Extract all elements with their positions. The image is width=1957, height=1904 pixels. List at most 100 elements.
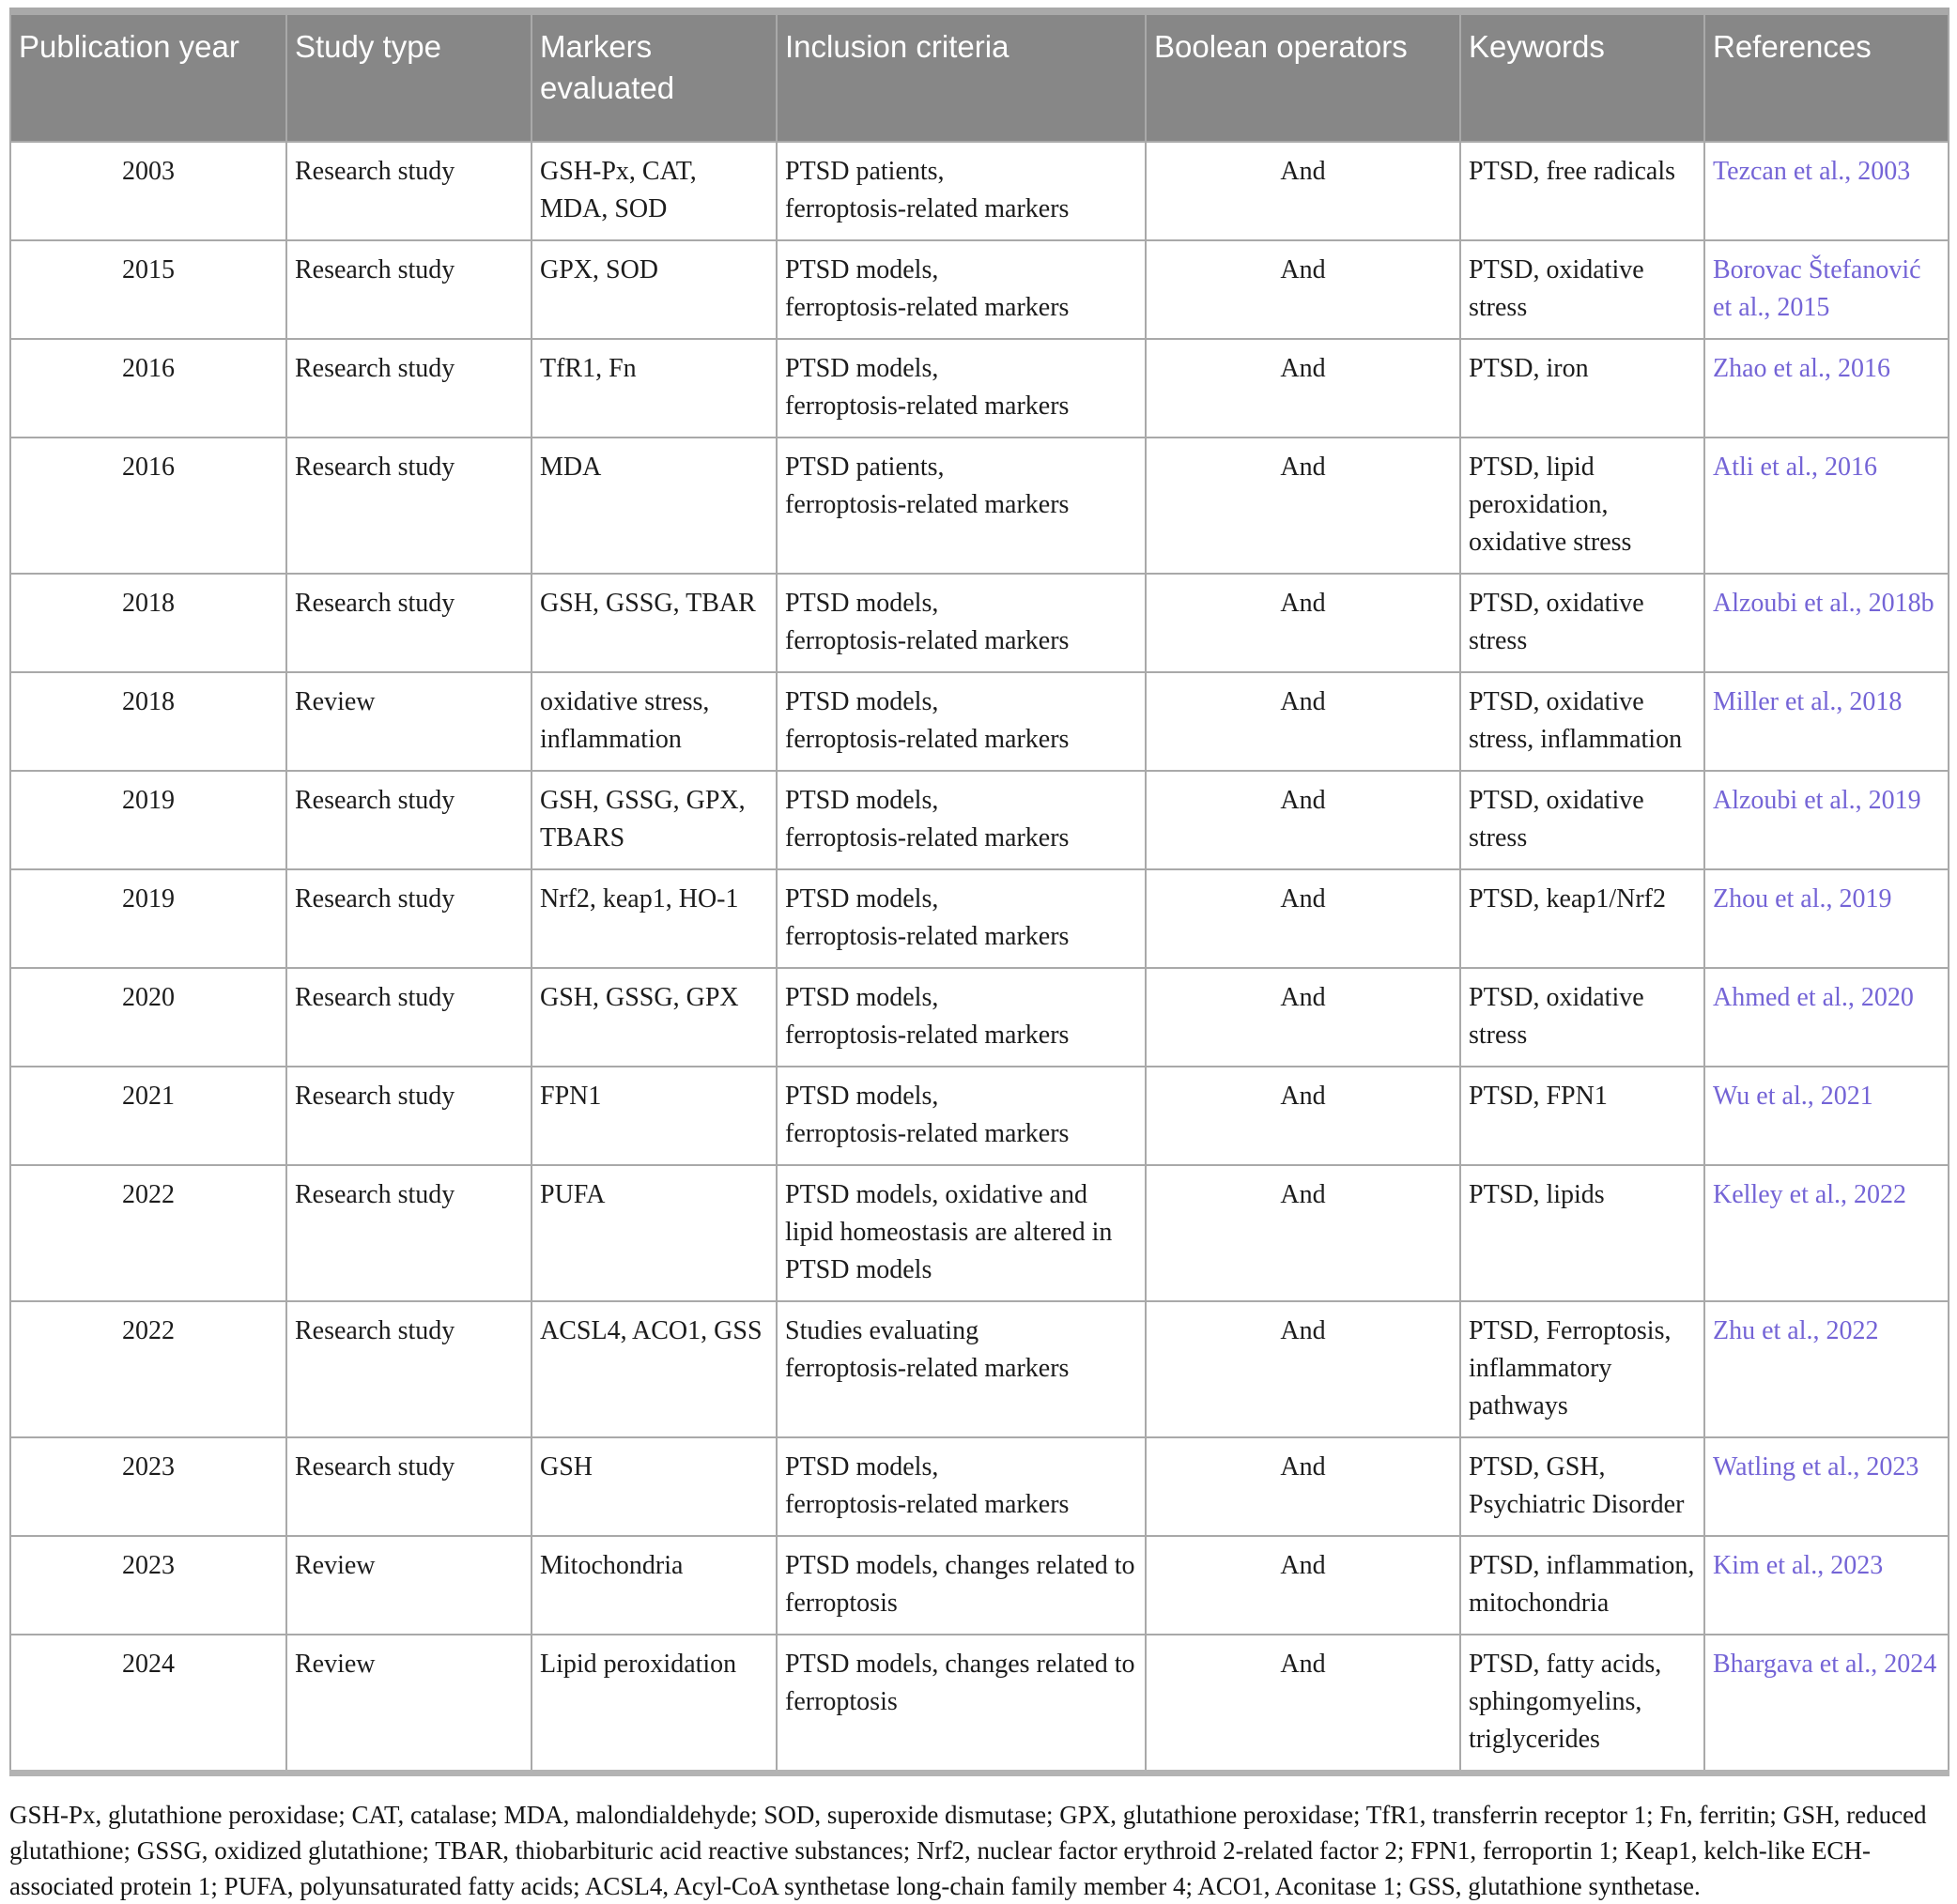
reference-link[interactable]: Borovac Štefanović et al., 2015 bbox=[1713, 255, 1921, 322]
keywords-cell: PTSD, keap1/Nrf2 bbox=[1459, 868, 1705, 969]
reference-cell: Tezcan et al., 2003 bbox=[1703, 141, 1949, 241]
reference-link[interactable]: Wu et al., 2021 bbox=[1713, 1082, 1873, 1111]
reference-link[interactable]: Zhou et al., 2019 bbox=[1713, 884, 1892, 914]
markers-evaluated-cell: Nrf2, keap1, HO-1 bbox=[531, 868, 778, 969]
boolean-operator-cell: And bbox=[1145, 437, 1461, 575]
study-type-cell: Research study bbox=[285, 437, 532, 575]
publication-year-cell: 2024 bbox=[9, 1634, 287, 1774]
inclusion-criteria-cell: PTSD models, changes related to ferropto… bbox=[776, 1535, 1147, 1635]
keywords-cell: PTSD, lipid peroxidation, oxidative stre… bbox=[1459, 437, 1705, 575]
reference-link[interactable]: Alzoubi et al., 2019 bbox=[1713, 786, 1921, 815]
boolean-operator-cell: And bbox=[1145, 338, 1461, 438]
study-type-cell: Research study bbox=[285, 1436, 532, 1537]
reference-cell: Bhargava et al., 2024 bbox=[1703, 1634, 1949, 1774]
inclusion-criteria-cell: PTSD models, ferroptosis-related markers bbox=[776, 1066, 1147, 1166]
study-type-cell: Research study bbox=[285, 770, 532, 870]
keywords-cell: PTSD, oxidative stress, inflammation bbox=[1459, 671, 1705, 772]
inclusion-criteria-cell: PTSD models, ferroptosis-related markers bbox=[776, 573, 1147, 673]
inclusion-criteria-cell: PTSD models, changes related to ferropto… bbox=[776, 1634, 1147, 1774]
boolean-operator-cell: And bbox=[1145, 239, 1461, 340]
boolean-operator-cell: And bbox=[1145, 1164, 1461, 1302]
publication-year-cell: 2022 bbox=[9, 1300, 287, 1438]
table-footnote: GSH-Px, glutathione peroxidase; CAT, cat… bbox=[9, 1801, 1927, 1900]
study-type-cell: Research study bbox=[285, 1300, 532, 1438]
reference-cell: Atli et al., 2016 bbox=[1703, 437, 1949, 575]
reference-link[interactable]: Tezcan et al., 2003 bbox=[1713, 157, 1911, 186]
publication-year-cell: 2020 bbox=[9, 967, 287, 1067]
reference-cell: Kelley et al., 2022 bbox=[1703, 1164, 1949, 1302]
boolean-operator-cell: And bbox=[1145, 141, 1461, 241]
publication-year-cell: 2019 bbox=[9, 868, 287, 969]
reference-link[interactable]: Zhao et al., 2016 bbox=[1713, 354, 1890, 383]
inclusion-criteria-cell: PTSD patients, ferroptosis-related marke… bbox=[776, 141, 1147, 241]
table-row: 2020 Research study GSH, GSSG, GPX PTSD … bbox=[9, 967, 1949, 1067]
publication-year-cell: 2016 bbox=[9, 437, 287, 575]
inclusion-criteria-cell: PTSD models, ferroptosis-related markers bbox=[776, 671, 1147, 772]
reference-link[interactable]: Watling et al., 2023 bbox=[1713, 1452, 1919, 1482]
study-type-cell: Research study bbox=[285, 573, 532, 673]
boolean-operator-cell: And bbox=[1145, 868, 1461, 969]
table-body: 2003 Research study GSH-Px, CAT, MDA, SO… bbox=[9, 141, 1949, 1774]
markers-evaluated-cell: GSH, GSSG, TBAR bbox=[531, 573, 778, 673]
boolean-operator-cell: And bbox=[1145, 573, 1461, 673]
markers-evaluated-cell: MDA bbox=[531, 437, 778, 575]
boolean-operator-cell: And bbox=[1145, 770, 1461, 870]
markers-evaluated-cell: ACSL4, ACO1, GSS bbox=[531, 1300, 778, 1438]
keywords-cell: PTSD, GSH, Psychiatric Disorder bbox=[1459, 1436, 1705, 1537]
column-header-boolean-operators: Boolean operators bbox=[1145, 10, 1461, 143]
reference-link[interactable]: Atli et al., 2016 bbox=[1713, 453, 1877, 482]
table-row: 2018 Review oxidative stress, inflammati… bbox=[9, 671, 1949, 772]
study-type-cell: Research study bbox=[285, 1066, 532, 1166]
reference-link[interactable]: Zhu et al., 2022 bbox=[1713, 1316, 1879, 1345]
study-type-cell: Research study bbox=[285, 239, 532, 340]
study-type-cell: Research study bbox=[285, 1164, 532, 1302]
keywords-cell: PTSD, fatty acids, sphingomyelins, trigl… bbox=[1459, 1634, 1705, 1774]
reference-link[interactable]: Kelley et al., 2022 bbox=[1713, 1180, 1907, 1209]
table-row: 2003 Research study GSH-Px, CAT, MDA, SO… bbox=[9, 141, 1949, 241]
keywords-cell: PTSD, oxidative stress bbox=[1459, 967, 1705, 1067]
table-row: 2018 Research study GSH, GSSG, TBAR PTSD… bbox=[9, 573, 1949, 673]
reference-link[interactable]: Bhargava et al., 2024 bbox=[1713, 1650, 1937, 1679]
table-header: Publication year Study type Markers eval… bbox=[9, 10, 1949, 143]
reference-link[interactable]: Miller et al., 2018 bbox=[1713, 687, 1903, 716]
column-header-markers-evaluated: Markers evaluated bbox=[531, 10, 778, 143]
markers-evaluated-cell: PUFA bbox=[531, 1164, 778, 1302]
publication-year-cell: 2015 bbox=[9, 239, 287, 340]
study-type-cell: Review bbox=[285, 1634, 532, 1774]
keywords-cell: PTSD, oxidative stress bbox=[1459, 239, 1705, 340]
reference-cell: Alzoubi et al., 2019 bbox=[1703, 770, 1949, 870]
boolean-operator-cell: And bbox=[1145, 1535, 1461, 1635]
reference-link[interactable]: Ahmed et al., 2020 bbox=[1713, 983, 1914, 1012]
study-type-cell: Review bbox=[285, 1535, 532, 1635]
markers-evaluated-cell: Lipid peroxidation bbox=[531, 1634, 778, 1774]
markers-evaluated-cell: GPX, SOD bbox=[531, 239, 778, 340]
keywords-cell: PTSD, iron bbox=[1459, 338, 1705, 438]
inclusion-criteria-cell: PTSD patients, ferroptosis-related marke… bbox=[776, 437, 1147, 575]
publication-year-cell: 2016 bbox=[9, 338, 287, 438]
markers-evaluated-cell: GSH, GSSG, GPX bbox=[531, 967, 778, 1067]
reference-cell: Ahmed et al., 2020 bbox=[1703, 967, 1949, 1067]
boolean-operator-cell: And bbox=[1145, 1634, 1461, 1774]
table-row: 2021 Research study FPN1 PTSD models, fe… bbox=[9, 1066, 1949, 1166]
keywords-cell: PTSD, lipids bbox=[1459, 1164, 1705, 1302]
table-row: 2016 Research study TfR1, Fn PTSD models… bbox=[9, 338, 1949, 438]
literature-review-table: Publication year Study type Markers eval… bbox=[9, 8, 1949, 1776]
publication-year-cell: 2022 bbox=[9, 1164, 287, 1302]
column-header-publication-year: Publication year bbox=[9, 10, 287, 143]
column-header-keywords: Keywords bbox=[1459, 10, 1705, 143]
column-header-study-type: Study type bbox=[285, 10, 532, 143]
reference-cell: Miller et al., 2018 bbox=[1703, 671, 1949, 772]
keywords-cell: PTSD, oxidative stress bbox=[1459, 770, 1705, 870]
reference-link[interactable]: Alzoubi et al., 2018b bbox=[1713, 589, 1934, 618]
study-type-cell: Research study bbox=[285, 868, 532, 969]
boolean-operator-cell: And bbox=[1145, 1436, 1461, 1537]
boolean-operator-cell: And bbox=[1145, 967, 1461, 1067]
reference-link[interactable]: Kim et al., 2023 bbox=[1713, 1551, 1884, 1580]
boolean-operator-cell: And bbox=[1145, 1066, 1461, 1166]
inclusion-criteria-cell: PTSD models, ferroptosis-related markers bbox=[776, 338, 1147, 438]
inclusion-criteria-cell: Studies evaluating ferroptosis-related m… bbox=[776, 1300, 1147, 1438]
table-row: 2019 Research study GSH, GSSG, GPX, TBAR… bbox=[9, 770, 1949, 870]
publication-year-cell: 2018 bbox=[9, 573, 287, 673]
boolean-operator-cell: And bbox=[1145, 1300, 1461, 1438]
markers-evaluated-cell: TfR1, Fn bbox=[531, 338, 778, 438]
